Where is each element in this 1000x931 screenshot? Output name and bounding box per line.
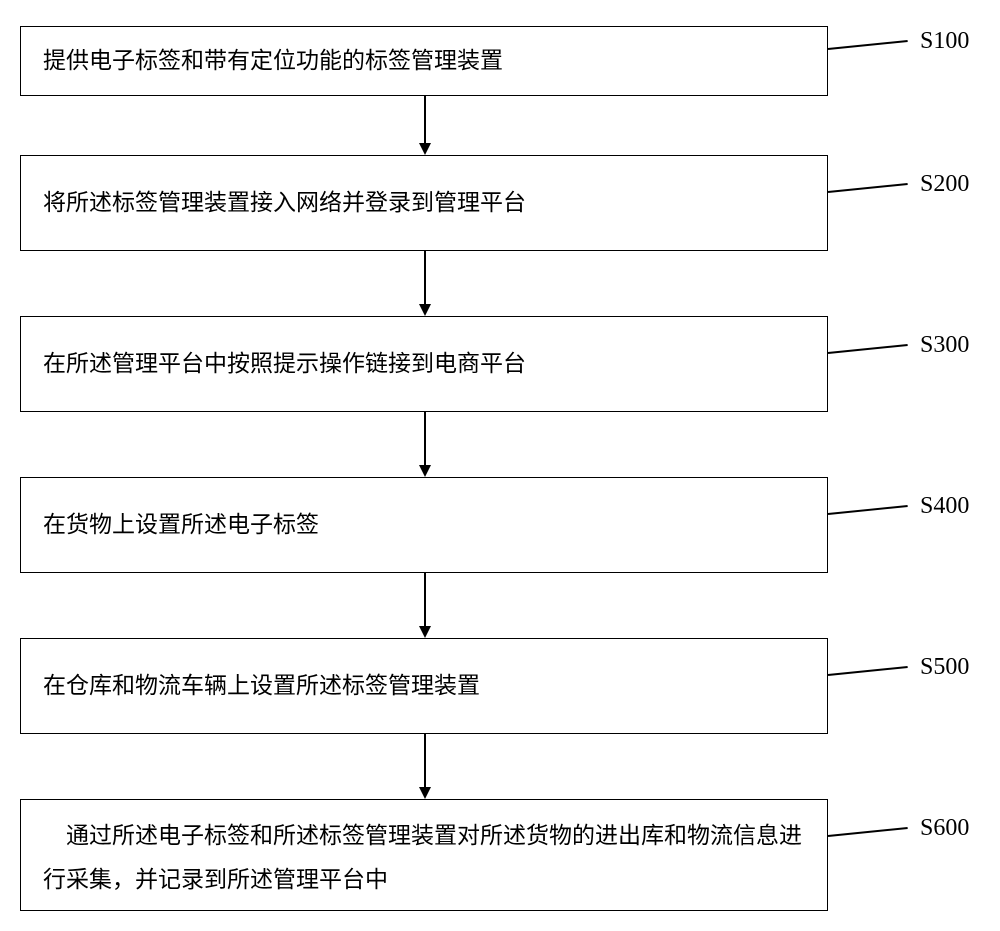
leader-line (828, 827, 908, 836)
step-box-s100: 提供电子标签和带有定位功能的标签管理装置 (20, 26, 828, 96)
arrow-line (424, 96, 426, 145)
flowchart-canvas: 提供电子标签和带有定位功能的标签管理装置 S100 将所述标签管理装置接入网络并登录… (0, 0, 1000, 931)
leader-line (828, 344, 908, 353)
leader-line (828, 505, 908, 514)
step-text: 将所述标签管理装置接入网络并登录到管理平台 (43, 181, 526, 225)
arrow-head-icon (419, 465, 431, 477)
step-label: S400 (920, 493, 969, 520)
step-label: S300 (920, 332, 969, 359)
leader-line (828, 666, 908, 675)
step-text: 通过所述电子标签和所述标签管理装置对所述货物的进出库和物流信息进行采集，并记录到… (43, 814, 805, 901)
step-label: S500 (920, 654, 969, 681)
arrow-line (424, 734, 426, 789)
step-label: S100 (920, 28, 969, 55)
arrow-line (424, 251, 426, 306)
step-label: S200 (920, 171, 969, 198)
step-text: 在所述管理平台中按照提示操作链接到电商平台 (43, 342, 526, 386)
arrow-head-icon (419, 626, 431, 638)
leader-line (828, 183, 908, 192)
step-box-s200: 将所述标签管理装置接入网络并登录到管理平台 (20, 155, 828, 251)
arrow-line (424, 412, 426, 467)
step-text: 提供电子标签和带有定位功能的标签管理装置 (43, 39, 503, 83)
arrow-head-icon (419, 787, 431, 799)
arrow-head-icon (419, 143, 431, 155)
step-box-s400: 在货物上设置所述电子标签 (20, 477, 828, 573)
arrow-line (424, 573, 426, 628)
step-text: 在仓库和物流车辆上设置所述标签管理装置 (43, 664, 480, 708)
step-box-s600: 通过所述电子标签和所述标签管理装置对所述货物的进出库和物流信息进行采集，并记录到… (20, 799, 828, 911)
leader-line (828, 40, 908, 49)
step-box-s300: 在所述管理平台中按照提示操作链接到电商平台 (20, 316, 828, 412)
step-label: S600 (920, 815, 969, 842)
step-text: 在货物上设置所述电子标签 (43, 503, 319, 547)
arrow-head-icon (419, 304, 431, 316)
step-box-s500: 在仓库和物流车辆上设置所述标签管理装置 (20, 638, 828, 734)
